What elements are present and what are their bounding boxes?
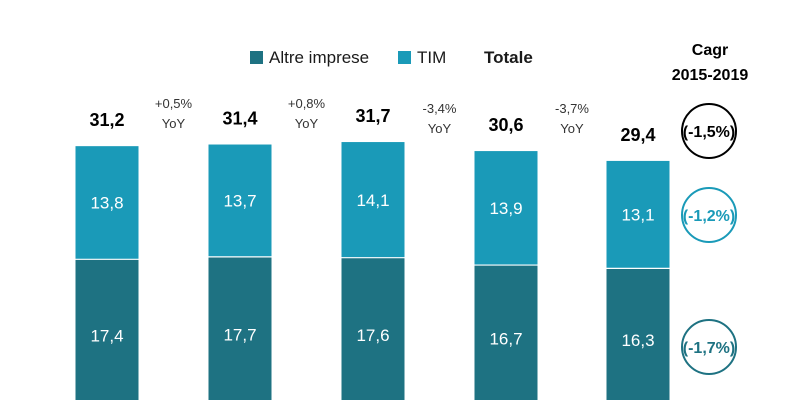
cagr-title-line2: 2015-2019 [672, 67, 749, 84]
yoy-value-2: -3,4% [423, 101, 457, 116]
label-total-2: 31,7 [355, 106, 390, 126]
bar-altre-imprese-3 [474, 265, 538, 400]
legend-label-tim: TIM [417, 48, 446, 67]
cagr-title-line1: Cagr [692, 42, 728, 59]
label-altre-imprese-1: 17,7 [223, 325, 256, 344]
label-tim-0: 13,8 [90, 194, 123, 213]
yoy-value-3: -3,7% [555, 101, 589, 116]
label-total-4: 29,4 [620, 125, 655, 145]
cagr-circle-2 [681, 319, 737, 375]
bar-tim-4 [606, 160, 670, 269]
yoy-value-0: +0,5% [155, 96, 193, 111]
label-total-1: 31,4 [222, 109, 257, 129]
label-altre-imprese-4: 16,3 [621, 331, 654, 350]
legend-swatch-altre-imprese [250, 51, 263, 64]
bar-tim-1 [208, 144, 272, 257]
cagr-circle-0 [681, 103, 737, 159]
bar-altre-imprese-0 [75, 259, 139, 400]
yoy-annotations: +0,5% YoY +0,8% YoY -3,4% YoY -3,7% YoY [155, 96, 590, 136]
yoy-suffix-0: YoY [162, 116, 186, 131]
label-altre-imprese-2: 17,6 [356, 326, 389, 345]
bars-group: 17,4 13,8 31,2 17,7 13,7 31,4 17,6 14,1 31,7 16,7… [75, 106, 670, 400]
bar-tim-2 [341, 142, 405, 258]
cagr-circle-1 [681, 187, 737, 243]
label-total-3: 30,6 [488, 115, 523, 135]
legend-label-altre-imprese: Altre imprese [269, 48, 369, 67]
yoy-suffix-2: YoY [428, 121, 452, 136]
bar-tim-3 [474, 151, 538, 266]
cagr-label-2: (-1,7%) [683, 340, 735, 357]
cagr-badges: (-1,5%) (-1,2%) (-1,7%) [681, 103, 737, 375]
cagr-label-0: (-1,5%) [683, 124, 735, 141]
yoy-suffix-3: YoY [560, 121, 584, 136]
label-altre-imprese-3: 16,7 [489, 330, 522, 349]
legend-label-totale: Totale [484, 48, 533, 67]
label-tim-3: 13,9 [489, 199, 522, 218]
label-tim-2: 14,1 [356, 191, 389, 210]
bar-tim-0 [75, 146, 139, 260]
bar-altre-imprese-4 [606, 268, 670, 400]
legend: Altre imprese TIM Totale [250, 48, 533, 67]
yoy-value-1: +0,8% [288, 96, 326, 111]
legend-swatch-tim [398, 51, 411, 64]
label-tim-1: 13,7 [223, 192, 256, 211]
bar-altre-imprese-1 [208, 256, 272, 400]
label-altre-imprese-0: 17,4 [90, 327, 123, 346]
cagr-label-1: (-1,2%) [683, 208, 735, 225]
bar-altre-imprese-2 [341, 257, 405, 400]
yoy-suffix-1: YoY [295, 116, 319, 131]
label-total-0: 31,2 [89, 110, 124, 130]
label-tim-4: 13,1 [621, 206, 654, 225]
